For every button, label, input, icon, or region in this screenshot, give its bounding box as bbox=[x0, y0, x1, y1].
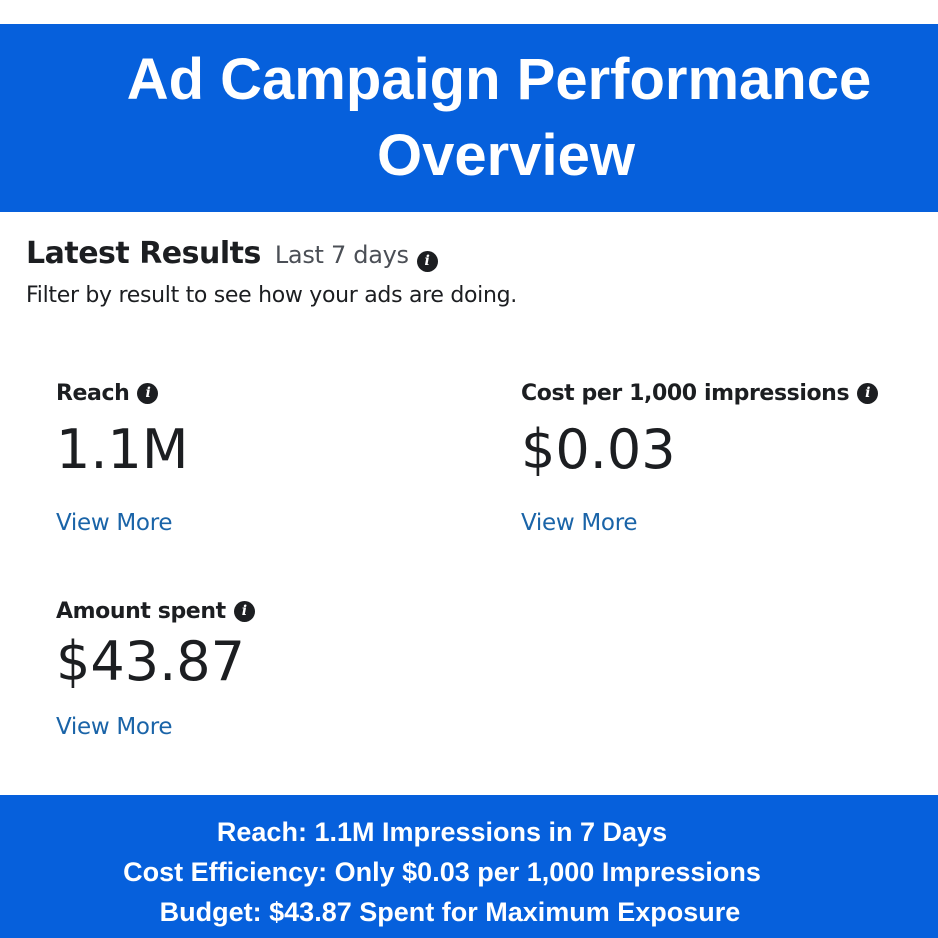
metric-label-text: Amount spent bbox=[56, 598, 226, 624]
info-icon[interactable]: i bbox=[857, 382, 879, 404]
results-heading: Latest Results bbox=[26, 236, 261, 271]
metric-label-cpm: Cost per 1,000 impressions i bbox=[521, 378, 879, 408]
top-banner: Ad Campaign Performance Overview bbox=[0, 24, 938, 212]
metric-value-reach: 1.1M bbox=[56, 418, 189, 481]
summary-line-cost: Cost Efficiency: Only $0.03 per 1,000 Im… bbox=[123, 857, 761, 887]
view-more-link-cpm[interactable]: View More bbox=[521, 510, 638, 536]
summary-line-budget: Budget: $43.87 Spent for Maximum Exposur… bbox=[159, 897, 741, 927]
metric-label-reach: Reach i bbox=[56, 378, 188, 408]
banner-title-line1: Ad Campaign Performance bbox=[126, 47, 872, 112]
summary-line-reach: Reach: 1.1M Impressions in 7 Days bbox=[216, 817, 668, 847]
info-icon[interactable]: i bbox=[137, 382, 159, 404]
info-icon[interactable]: i bbox=[416, 251, 438, 272]
view-more-link-amount-spent[interactable]: View More bbox=[56, 714, 173, 740]
results-header: Latest Results Last 7 days i bbox=[26, 236, 438, 272]
metric-cpm: Cost per 1,000 impressions i $0.03 View … bbox=[521, 378, 879, 536]
results-period: Last 7 days bbox=[274, 241, 409, 269]
metric-label-text: Cost per 1,000 impressions bbox=[521, 380, 850, 406]
info-icon[interactable]: i bbox=[233, 600, 255, 622]
metric-value-cpm: $0.03 bbox=[521, 418, 676, 481]
summary-banner: Reach: 1.1M Impressions in 7 Days Cost E… bbox=[0, 795, 938, 938]
metric-label-text: Reach bbox=[56, 380, 130, 406]
metric-label-amount-spent: Amount spent i bbox=[56, 596, 255, 626]
banner-title-line2: Overview bbox=[377, 123, 635, 188]
metric-value-amount-spent: $43.87 bbox=[56, 630, 245, 693]
view-more-link-reach[interactable]: View More bbox=[56, 510, 173, 536]
results-subtitle: Filter by result to see how your ads are… bbox=[26, 283, 517, 308]
metric-reach: Reach i 1.1M View More bbox=[56, 378, 189, 537]
metric-amount-spent: Amount spent i $43.87 View More bbox=[56, 596, 255, 740]
